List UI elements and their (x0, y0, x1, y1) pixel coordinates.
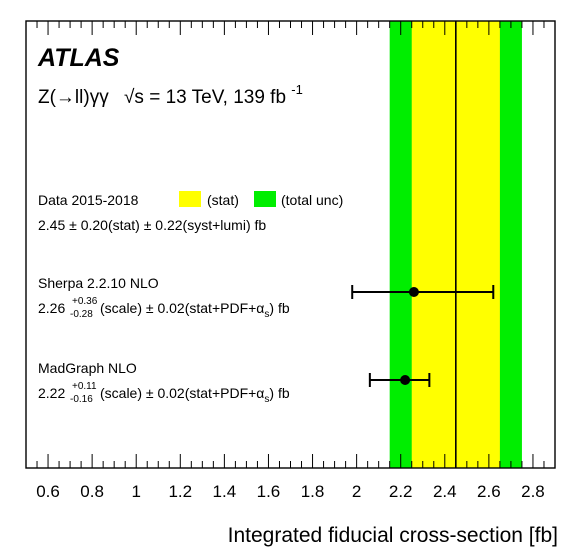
x-tick-label: 1.4 (213, 482, 237, 501)
sherpa-err-up: +0.36 (72, 296, 98, 307)
sherpa-tail: ) fb (269, 300, 289, 316)
x-tick-label: 0.6 (36, 482, 60, 501)
sherpa-rest-text: (scale) ± 0.02(stat+PDF+αs) fb (100, 300, 290, 320)
experiment-label: ATLAS (37, 44, 120, 72)
sherpa-label: Sherpa 2.2.10 NLO (38, 275, 159, 291)
sherpa-alpha-sub: s (264, 309, 269, 320)
sherpa-rest: (scale) ± 0.02(stat+PDF+ (100, 300, 256, 316)
energy-text: √s = 13 TeV, 139 fb (124, 87, 286, 108)
x-tick-label: 2.4 (433, 482, 457, 501)
sherpa-value-text: 2.26 (38, 300, 65, 316)
data-result-text: 2.45 ± 0.20(stat) ± 0.22(syst+lumi) fb (38, 217, 266, 233)
total-legend-swatch (254, 191, 276, 207)
madgraph-rest-text: (scale) ± 0.02(stat+PDF+αs) fb (100, 385, 290, 405)
madgraph-rest: (scale) ± 0.02(stat+PDF+ (100, 385, 256, 401)
x-tick-label: 1.8 (301, 482, 325, 501)
process-label: Z(→ll)γγ √s = 13 TeV, 139 fb -1 (38, 82, 303, 108)
total-legend-label: (total unc) (281, 192, 343, 208)
x-tick-label: 1.6 (257, 482, 281, 501)
sherpa-alpha: α (256, 300, 264, 316)
prediction-markers (351, 285, 495, 387)
sherpa-value: 2.26 (38, 300, 65, 316)
prediction-point (400, 375, 411, 385)
madgraph-value-text: 2.22 (38, 385, 65, 401)
prediction-point (408, 287, 419, 297)
madgraph-err-up: +0.11 (72, 381, 97, 392)
x-tick-label: 2 (352, 482, 361, 501)
x-tick-label: 1.2 (168, 482, 192, 501)
x-tick-label: 0.8 (80, 482, 104, 501)
madgraph-tail: ) fb (269, 385, 289, 401)
data-label: Data 2015-2018 (38, 192, 139, 208)
data-legend-line: Data 2015-2018 (38, 192, 139, 208)
madgraph-err-down: -0.16 (70, 394, 93, 405)
madgraph-alpha-sub: s (264, 394, 269, 405)
process-text: Z(→ll)γγ (38, 87, 109, 108)
x-tick-label: 1 (131, 482, 140, 501)
stat-legend-label: (stat) (207, 192, 239, 208)
sherpa-err-down: -0.28 (70, 309, 93, 320)
energy-superscript: -1 (291, 82, 303, 97)
x-tick-label: 2.2 (389, 482, 413, 501)
madgraph-value: 2.22 (38, 385, 65, 401)
madgraph-label: MadGraph NLO (38, 360, 137, 376)
madgraph-alpha: α (256, 385, 264, 401)
x-tick-label: 2.6 (477, 482, 501, 501)
x-tick-label: 2.8 (521, 482, 545, 501)
x-axis-tick-labels: 0.6 0.8 1 1.2 1.4 1.6 1.8 2 2.2 2.4 2.6 2.8 (36, 482, 545, 501)
x-axis-title: Integrated fiducial cross-section [fb] (228, 524, 558, 547)
stat-legend-swatch (179, 191, 201, 207)
x-axis-ticks (25, 21, 556, 468)
